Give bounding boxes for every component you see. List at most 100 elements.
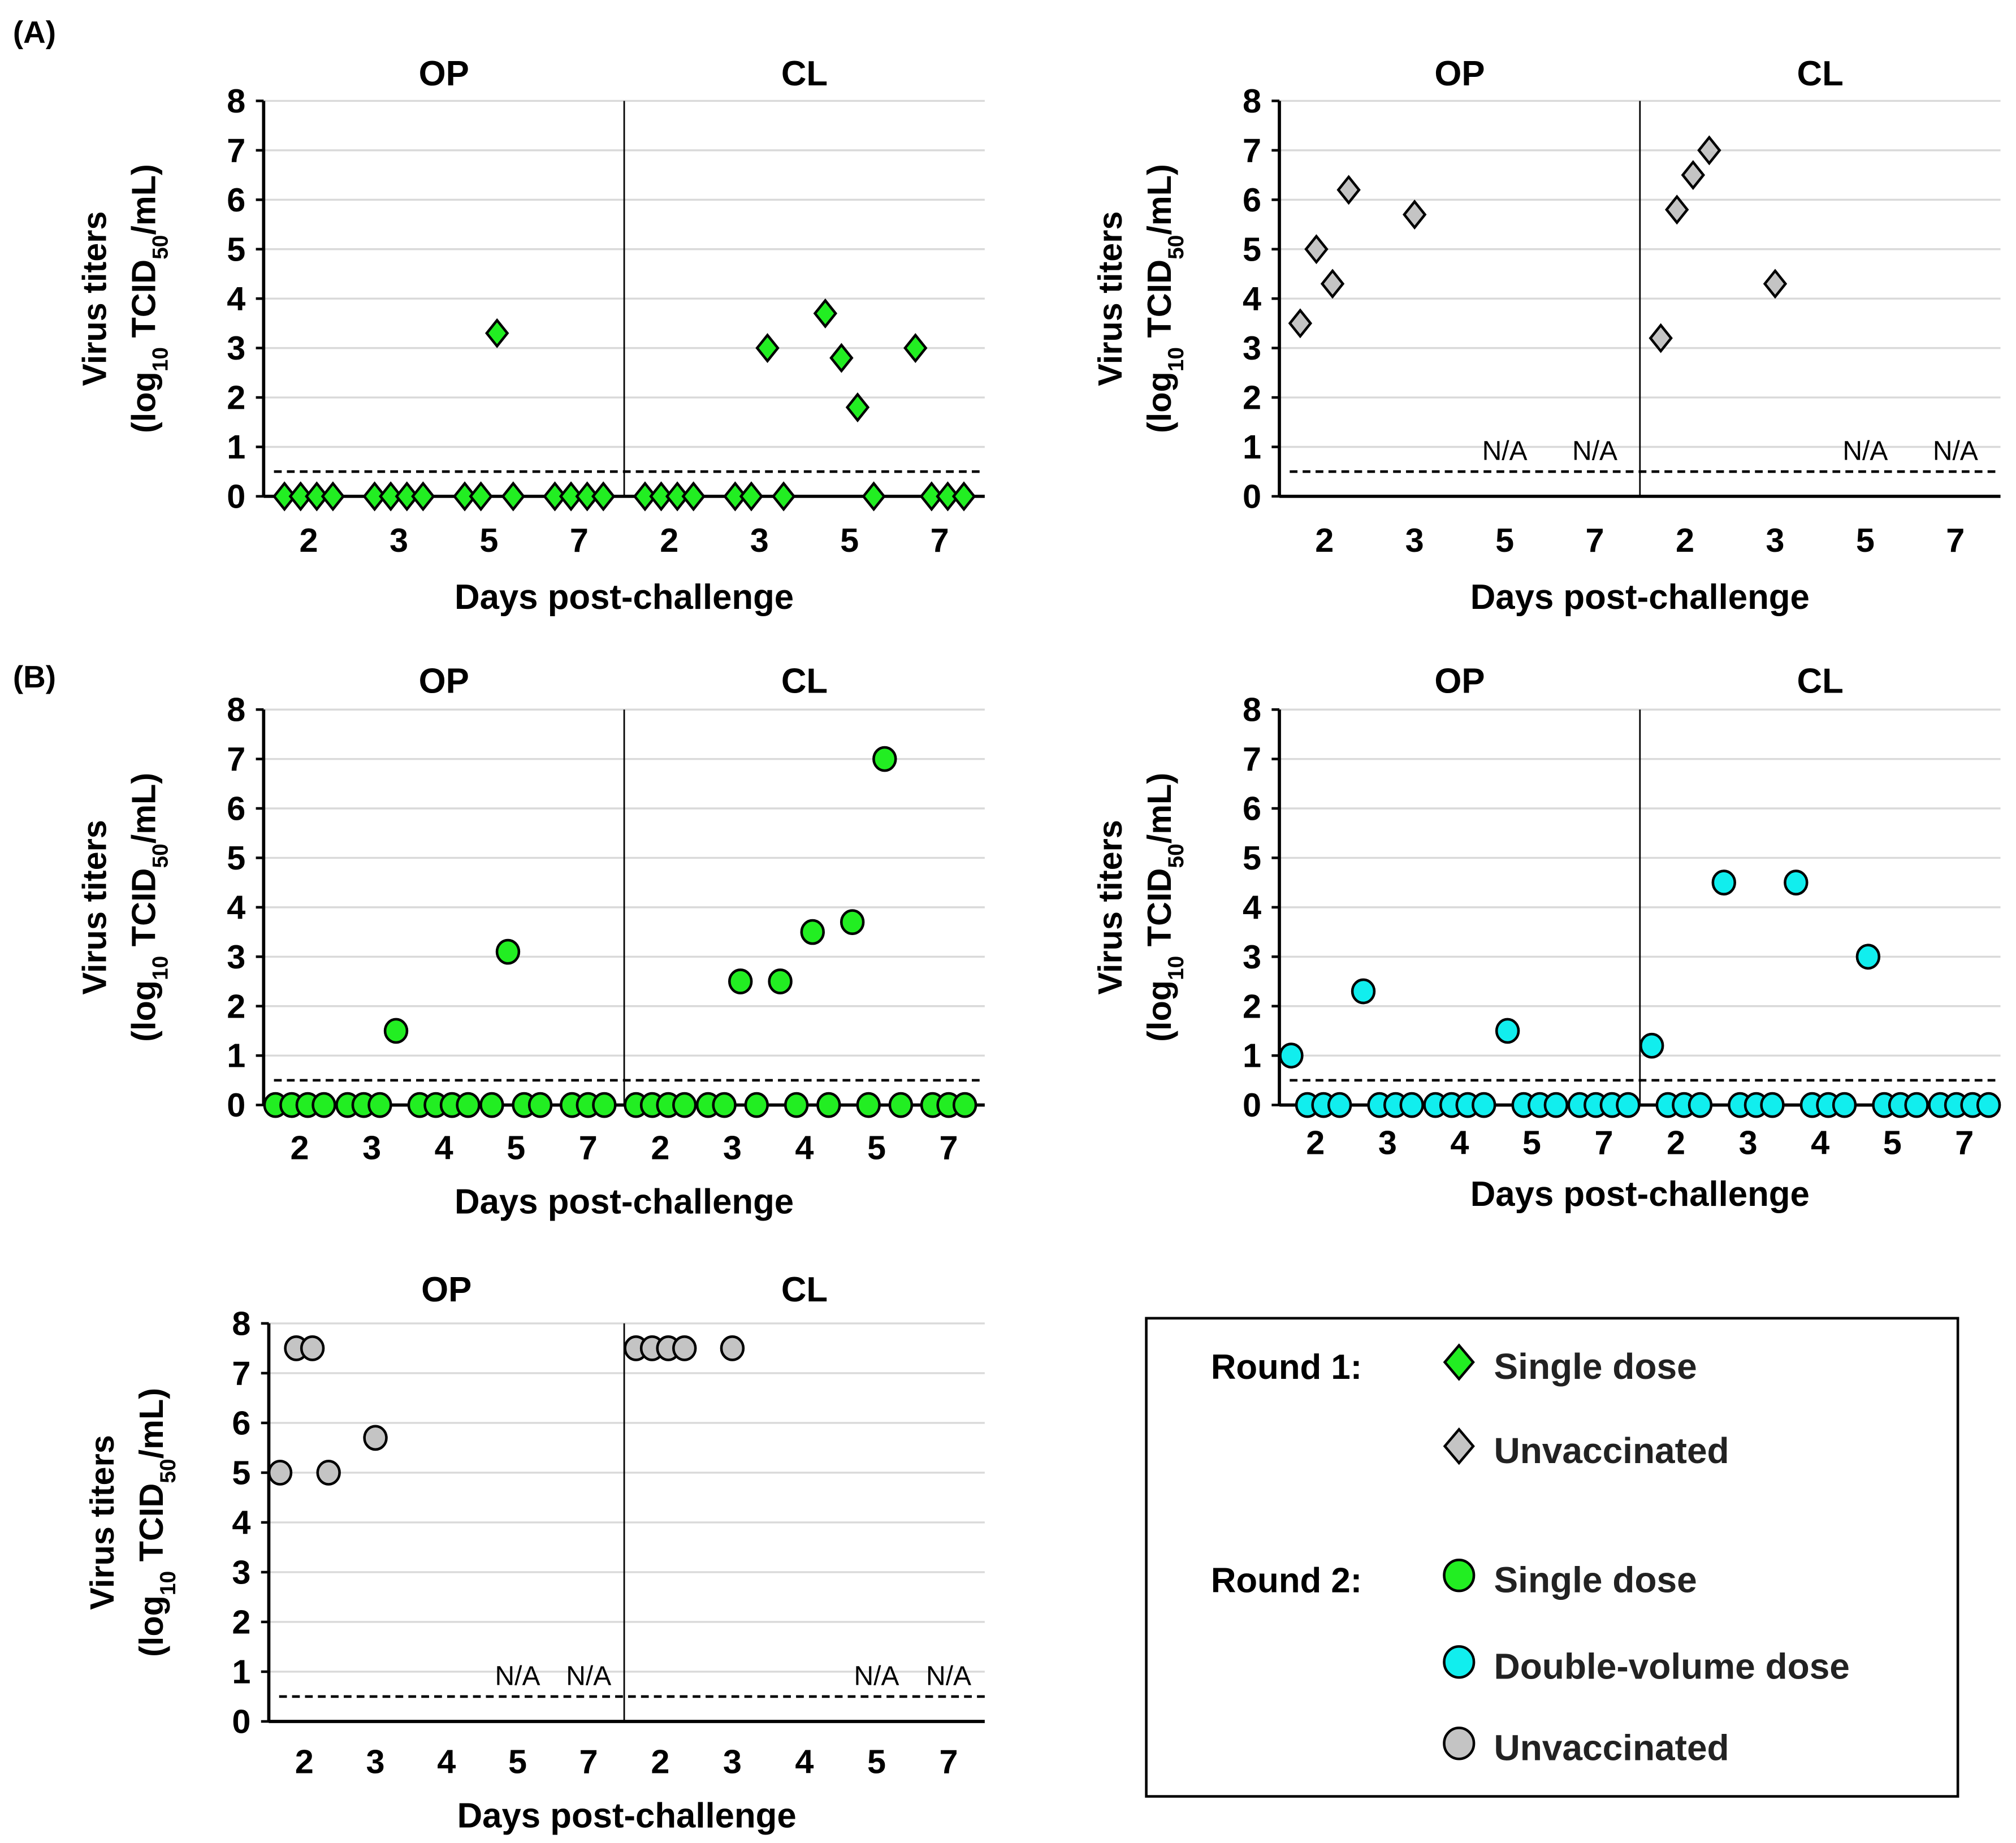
y-tick-label: 8 (232, 1304, 250, 1342)
x-tick-label: 2 (1306, 1123, 1325, 1161)
data-point (495, 938, 521, 965)
data-point (919, 481, 944, 512)
x-tick-label: 3 (723, 1129, 742, 1167)
section-cl: CL 2 3 4 5 7 (1639, 661, 2001, 1161)
y-axis-label-line1: Virus titers (75, 211, 113, 386)
x-tick-label: 2 (660, 521, 678, 559)
section-title: OP (419, 54, 469, 93)
y-tick-label: 7 (227, 131, 245, 169)
x-tick-label: 4 (1450, 1123, 1469, 1161)
x-tick-label: 5 (507, 1129, 525, 1167)
section-title: CL (1797, 661, 1844, 700)
data-point (300, 1335, 325, 1361)
y-tick-label: 7 (232, 1354, 250, 1392)
y-axis-label-subscript: 50 (148, 843, 172, 868)
y-axis-label-subscript: 50 (148, 235, 172, 259)
data-point (1327, 1092, 1352, 1118)
section-title: CL (781, 1270, 828, 1309)
y-tick-label: 3 (1243, 329, 1261, 367)
x-tick-label: 7 (931, 521, 949, 559)
y-tick-label: 4 (227, 280, 245, 318)
y-tick-label: 4 (232, 1504, 250, 1542)
y-axis-label-part: /mL) (132, 1388, 170, 1459)
legend-marker-circle-icon (1443, 1558, 1476, 1593)
x-tick-label: 3 (750, 521, 769, 559)
section-op: OP 2 3 5 7 (272, 54, 616, 559)
section-op: OP 2 3 4 5 7 (263, 661, 617, 1167)
data-point (362, 481, 387, 512)
legend-round-label: Round 1: (1211, 1348, 1362, 1387)
x-tick-label: 5 (479, 521, 498, 559)
data-point (712, 1092, 737, 1118)
data-point (1681, 160, 1706, 191)
data-point (1639, 1032, 1664, 1059)
y-tick-label: 2 (1243, 987, 1261, 1025)
data-point (383, 1018, 409, 1044)
y-axis-label-part: /mL) (1140, 773, 1178, 843)
x-tick-label: 2 (1315, 521, 1334, 559)
x-tick-label: 2 (291, 1129, 309, 1167)
data-point (1304, 234, 1329, 265)
section-cl: CL 2 3 5 7 (633, 54, 976, 559)
y-axis-label-subscript: 10 (156, 1571, 180, 1595)
y-tick-label: 1 (232, 1653, 250, 1691)
data-point (312, 1092, 336, 1118)
data-point (755, 333, 780, 364)
data-point (367, 1092, 392, 1118)
y-axis-label-subscript: 50 (1164, 235, 1188, 259)
y-tick-label: 2 (227, 987, 245, 1025)
data-point (1976, 1092, 2001, 1118)
y-tick-label: 2 (1243, 379, 1261, 417)
y-tick-label: 0 (232, 1703, 250, 1741)
data-point (469, 481, 493, 512)
na-label: N/A (926, 1661, 971, 1691)
x-axis-label: Days post-challenge (455, 1183, 794, 1222)
data-point (1904, 1092, 1929, 1118)
data-point (1763, 269, 1788, 299)
data-point (903, 333, 928, 364)
data-point (720, 1335, 745, 1361)
data-point (484, 318, 509, 348)
legend-entry-label: Single dose (1494, 1346, 1697, 1387)
data-point (672, 1092, 697, 1118)
data-point (800, 919, 825, 945)
x-tick-label: 5 (508, 1742, 527, 1780)
data-point (1688, 1092, 1713, 1118)
x-tick-label: 2 (1676, 521, 1694, 559)
x-tick-label: 5 (1883, 1123, 1902, 1161)
section-cl: CL 2 3 5 N/A 7 N/A (1649, 54, 1978, 559)
y-axis-label-subscript: 10 (1164, 956, 1188, 980)
data-point (527, 1092, 553, 1118)
y-tick-label: 2 (227, 379, 245, 417)
y-tick-label: 6 (1243, 790, 1261, 828)
x-tick-label: 7 (940, 1129, 958, 1167)
y-tick-label: 5 (1243, 839, 1261, 877)
x-tick-label: 7 (570, 521, 589, 559)
section-op: OP 2 3 5 N/A 7 N/A (1288, 54, 1617, 559)
y-tick-label: 6 (227, 790, 245, 828)
x-tick-label: 3 (390, 521, 408, 559)
x-tick-label: 5 (1522, 1123, 1541, 1161)
y-tick-label: 1 (227, 1037, 245, 1075)
x-tick-label: 4 (1811, 1123, 1829, 1161)
na-label: N/A (1842, 436, 1888, 466)
data-point (411, 481, 435, 512)
y-axis-label-part: (log (132, 1595, 170, 1657)
data-point (267, 1460, 293, 1486)
section-title: OP (1434, 661, 1485, 700)
data-point (1336, 175, 1361, 205)
x-tick-label: 4 (437, 1742, 456, 1780)
x-tick-label: 3 (1378, 1123, 1397, 1161)
x-tick-label: 5 (840, 521, 859, 559)
x-axis-label: Days post-challenge (455, 578, 794, 617)
x-tick-label: 5 (1495, 521, 1514, 559)
data-point (1832, 1092, 1857, 1118)
data-point (784, 1092, 809, 1118)
legend-entry-label: Single dose (1494, 1559, 1697, 1600)
section-op: OP 2 3 4 5 N/A 7 N/A (267, 1270, 611, 1780)
y-axis-label-line1: Virus titers (83, 1435, 121, 1610)
x-tick-label: 2 (1667, 1123, 1685, 1161)
data-point (840, 909, 865, 935)
y-axis-label-subscript: 10 (1164, 347, 1188, 371)
data-point (1784, 869, 1809, 895)
